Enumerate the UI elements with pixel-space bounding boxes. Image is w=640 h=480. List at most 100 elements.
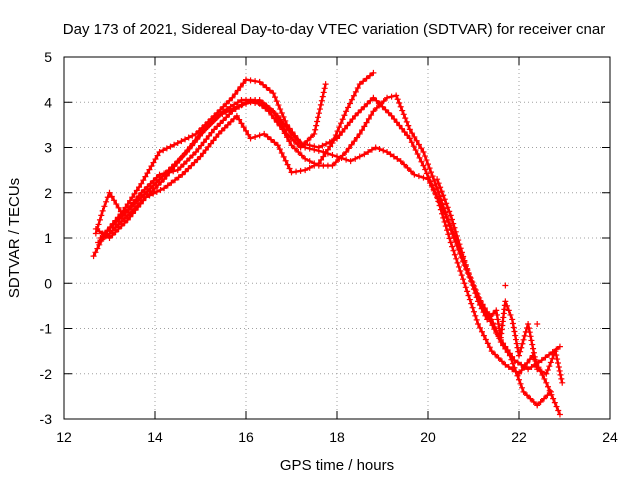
data-point (406, 135, 413, 142)
data-point (559, 379, 566, 386)
data-point (464, 288, 471, 295)
data-point (336, 155, 343, 162)
data-point (92, 230, 99, 237)
data-point (197, 153, 204, 160)
data-point (521, 332, 528, 339)
data-point (356, 153, 363, 160)
data-point (278, 149, 285, 156)
data-point (547, 359, 554, 366)
data-point (505, 307, 512, 314)
data-point (223, 100, 230, 107)
data-point (230, 115, 237, 122)
data-point (455, 237, 462, 244)
data-point (167, 143, 174, 150)
data-point (314, 118, 321, 125)
data-point (461, 257, 468, 264)
data-point (352, 88, 359, 95)
data-point (491, 323, 498, 330)
data-point (263, 84, 270, 91)
data-point (153, 188, 160, 195)
data-point (191, 159, 198, 166)
data-point (150, 177, 157, 184)
data-point (126, 197, 133, 204)
data-series (90, 69, 566, 418)
data-point (112, 224, 119, 231)
marker-peak-22.4 (534, 320, 541, 327)
data-point (547, 388, 554, 395)
data-point (447, 239, 454, 246)
data-point (377, 101, 384, 108)
data-point (264, 133, 271, 140)
data-point (470, 286, 477, 293)
data-point (281, 127, 288, 134)
data-point (150, 159, 157, 166)
data-point (247, 77, 254, 84)
data-point (506, 352, 513, 359)
x-tick-label: 24 (602, 429, 618, 445)
data-point (210, 137, 217, 144)
data-point (450, 233, 457, 240)
data-point (182, 168, 189, 175)
data-point (370, 94, 377, 101)
data-point (205, 123, 212, 130)
y-tick-label: 2 (44, 185, 52, 201)
data-point (393, 119, 400, 126)
data-point (94, 245, 101, 252)
data-point (111, 197, 118, 204)
data-point (518, 361, 525, 368)
data-point (425, 161, 431, 168)
data-point (276, 146, 283, 153)
data-point (227, 118, 234, 125)
data-point (274, 115, 281, 122)
data-point (420, 149, 427, 156)
data-point (282, 157, 289, 164)
data-point (233, 112, 240, 119)
data-point (205, 143, 212, 150)
data-point (208, 129, 215, 136)
data-point (229, 108, 236, 115)
data-point (542, 354, 549, 361)
data-point (331, 136, 338, 143)
data-point (321, 85, 328, 92)
data-point (148, 163, 155, 170)
data-point (324, 146, 331, 153)
data-point (443, 200, 450, 207)
data-point (318, 97, 325, 104)
data-point (131, 190, 138, 197)
data-point (543, 370, 550, 377)
data-point (185, 165, 192, 172)
data-point (462, 284, 469, 291)
data-point (517, 348, 524, 355)
data-point (347, 158, 354, 165)
data-point (306, 158, 313, 165)
data-point (312, 126, 319, 133)
data-point (429, 173, 436, 180)
data-point (472, 290, 479, 297)
data-point (191, 139, 198, 146)
data-point (526, 329, 533, 336)
y-tick-label: 4 (44, 94, 52, 110)
data-point (473, 294, 480, 301)
data-point (448, 216, 455, 223)
data-point (509, 320, 516, 327)
data-point (469, 282, 476, 289)
data-point (347, 119, 353, 126)
data-point (556, 367, 563, 374)
data-point (339, 128, 346, 135)
y-tick-label: -2 (40, 366, 53, 382)
data-point (544, 392, 551, 399)
data-point (125, 205, 132, 212)
data-point (388, 112, 395, 119)
data-point (270, 90, 277, 97)
data-point (311, 162, 318, 169)
data-point (231, 101, 238, 108)
data-point (200, 150, 207, 157)
data-point (207, 140, 214, 147)
data-point (521, 363, 528, 370)
data-point (358, 106, 365, 113)
data-point (373, 104, 380, 111)
data-point (397, 103, 404, 110)
data-point (90, 253, 97, 260)
data-point (557, 371, 564, 378)
data-point (451, 251, 458, 258)
